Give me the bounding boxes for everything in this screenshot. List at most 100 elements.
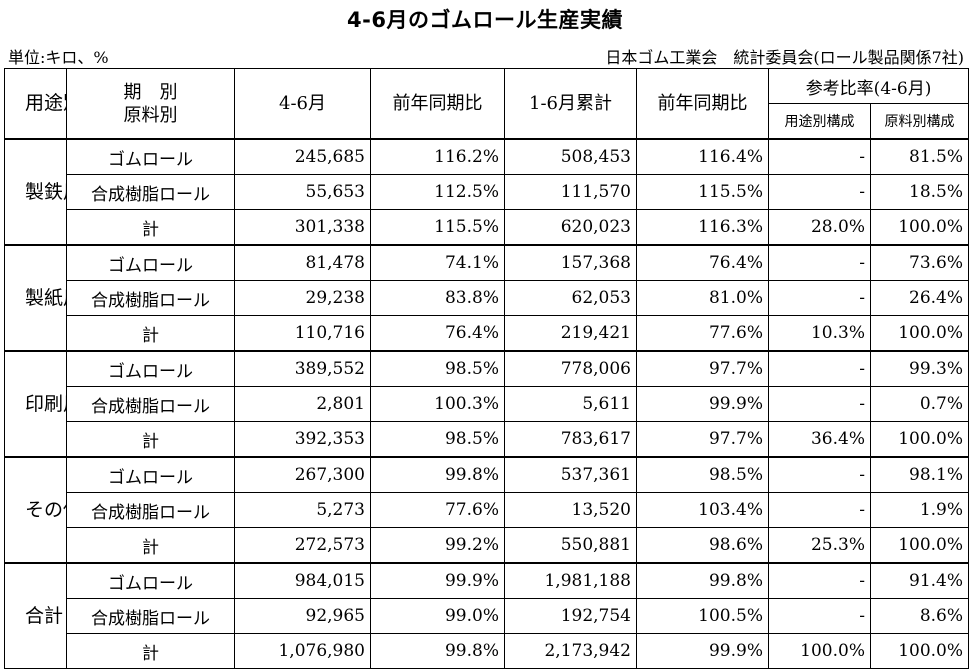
yoy1-cell: 83.8% (370, 280, 505, 316)
material-ratio-cell: 100.0% (869, 527, 970, 564)
yoy2-cell: 103.4% (636, 492, 769, 528)
apr-jun-cell: 267,300 (234, 456, 371, 493)
ytd-cell: 219,421 (504, 315, 637, 352)
table-row: 計 392,353 98.5% 783,617 97.7% 36.4% 100.0% (5, 421, 970, 458)
use-ratio-cell: - (768, 138, 871, 175)
yoy2-cell: 116.4% (636, 138, 769, 175)
apr-jun-cell: 110,716 (234, 315, 371, 352)
ytd-cell: 1,981,188 (504, 562, 637, 599)
use-ratio-cell: - (768, 244, 871, 281)
material-cell: ゴムロール (66, 456, 235, 493)
ytd-cell: 783,617 (504, 421, 637, 458)
use-category-label: 印刷用 (25, 392, 65, 415)
material-ratio-cell: 1.9% (869, 492, 970, 528)
ytd-cell: 192,754 (504, 598, 637, 634)
material-ratio-cell: 8.6% (869, 598, 970, 634)
header-apr-jun: 4-6月 (234, 68, 371, 140)
yoy1-cell: 99.0% (370, 598, 505, 634)
ytd-cell: 620,023 (504, 209, 637, 246)
ytd-cell: 778,006 (504, 350, 637, 387)
yoy1-cell: 99.9% (370, 562, 505, 599)
yoy2-cell: 97.7% (636, 421, 769, 458)
material-ratio-cell: 100.0% (869, 633, 970, 669)
use-category-label: その他用 (25, 498, 65, 521)
use-category-cell: 製紙用 (4, 244, 67, 352)
apr-jun-cell: 984,015 (234, 562, 371, 599)
material-cell: 計 (66, 209, 235, 246)
use-category-label: 製鉄用 (25, 180, 65, 203)
apr-jun-cell: 5,273 (234, 492, 371, 528)
apr-jun-cell: 2,801 (234, 386, 371, 422)
table-row: 計 301,338 115.5% 620,023 116.3% 28.0% 100.0% (5, 209, 970, 246)
header-row: 用途別 期 別 原料別 4-6月 前年同期比 1-6月累計 前年同期比 参考比率… (4, 68, 970, 140)
yoy1-cell: 116.2% (370, 138, 505, 175)
page-title: 4-6月のゴムロール生産実績 (347, 8, 623, 32)
header-use-ratio: 用途別構成 (768, 103, 871, 140)
subheader-row: 用途別構成 原料別構成 (5, 103, 970, 140)
ytd-cell: 62,053 (504, 280, 637, 316)
ytd-cell: 537,361 (504, 456, 637, 493)
yoy2-cell: 76.4% (636, 244, 769, 281)
yoy2-cell: 99.9% (636, 633, 769, 669)
yoy2-cell: 81.0% (636, 280, 769, 316)
header-ytd: 1-6月累計 (504, 68, 637, 140)
material-cell: 合成樹脂ロール (66, 174, 235, 210)
use-category-cell: その他用 (4, 456, 67, 564)
use-ratio-cell: 10.3% (768, 315, 871, 352)
yoy1-cell: 99.8% (370, 456, 505, 493)
header-material: 期 別 原料別 (66, 68, 235, 140)
table-row: 合成樹脂ロール 2,801 100.3% 5,611 99.9% -0.7% (5, 386, 970, 422)
table-row: 合成樹脂ロール 55,653 112.5% 111,570 115.5% -18.5% (5, 174, 970, 210)
table-body: 用途別 期 別 原料別 4-6月 前年同期比 1-6月累計 前年同期比 参考比率… (4, 68, 970, 669)
yoy1-cell: 112.5% (370, 174, 505, 210)
table-row: 合成樹脂ロール 29,238 83.8% 62,053 81.0% -26.4% (5, 280, 970, 316)
material-cell: 合成樹脂ロール (66, 492, 235, 528)
yoy2-cell: 100.5% (636, 598, 769, 634)
material-cell: ゴムロール (66, 562, 235, 599)
yoy2-cell: 116.3% (636, 209, 769, 246)
material-cell: 計 (66, 633, 235, 669)
yoy1-cell: 100.3% (370, 386, 505, 422)
yoy1-cell: 98.5% (370, 421, 505, 458)
material-cell: 計 (66, 315, 235, 352)
yoy2-cell: 77.6% (636, 315, 769, 352)
use-ratio-cell: - (768, 456, 871, 493)
apr-jun-cell: 389,552 (234, 350, 371, 387)
ytd-cell: 2,173,942 (504, 633, 637, 669)
use-ratio-cell: 28.0% (768, 209, 871, 246)
yoy1-cell: 74.1% (370, 244, 505, 281)
apr-jun-cell: 301,338 (234, 209, 371, 246)
material-ratio-cell: 100.0% (869, 315, 970, 352)
header-material-line1: 期 別 (123, 81, 178, 103)
table-row: 合成樹脂ロール 5,273 77.6% 13,520 103.4% -1.9% (5, 492, 970, 528)
apr-jun-cell: 29,238 (234, 280, 371, 316)
source-label: 日本ゴム工業会 統計委員会(ロール製品関係7社) (605, 48, 964, 67)
material-ratio-cell: 81.5% (869, 138, 970, 175)
use-ratio-cell: - (768, 598, 871, 634)
header-material-line2: 原料別 (123, 104, 178, 126)
table-row: 計 272,573 99.2% 550,881 98.6% 25.3% 100.0% (5, 527, 970, 564)
header-use: 用途別 (4, 68, 67, 140)
use-category-label: 製紙用 (25, 286, 65, 309)
table-row: 合成樹脂ロール 92,965 99.0% 192,754 100.5% -8.6% (5, 598, 970, 634)
yoy1-cell: 115.5% (370, 209, 505, 246)
use-ratio-cell: - (768, 562, 871, 599)
apr-jun-cell: 1,076,980 (234, 633, 371, 669)
unit-label: 単位:キロ、% (8, 48, 109, 67)
material-cell: ゴムロール (66, 350, 235, 387)
table-row: 印刷用ゴムロール389,552 98.5% 778,006 97.7% -99.3% (4, 350, 970, 458)
use-ratio-cell: - (768, 350, 871, 387)
table-row: 合計 ゴムロール 984,015 99.9% 1,981,188 99.8% -91.4% (4, 562, 970, 669)
material-ratio-cell: 0.7% (869, 386, 970, 422)
material-ratio-cell: 73.6% (869, 244, 970, 281)
use-ratio-cell: - (768, 280, 871, 316)
material-ratio-cell: 99.3% (869, 350, 970, 387)
ytd-cell: 550,881 (504, 527, 637, 564)
use-category-label: 合計 (25, 604, 64, 627)
material-cell: ゴムロール (66, 138, 235, 175)
use-ratio-cell: - (768, 492, 871, 528)
ytd-cell: 5,611 (504, 386, 637, 422)
material-ratio-cell: 100.0% (869, 421, 970, 458)
